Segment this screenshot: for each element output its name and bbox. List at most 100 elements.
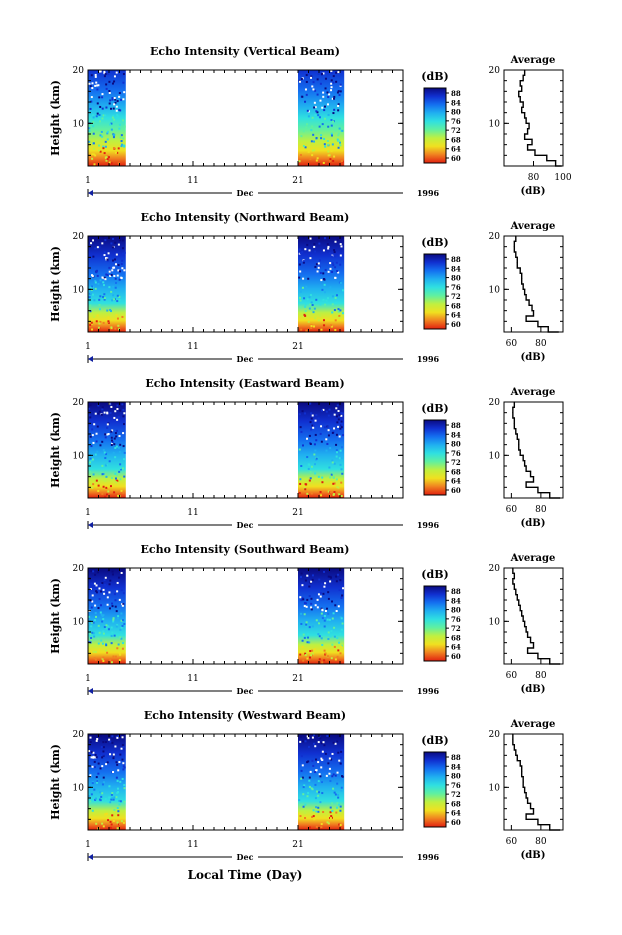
heatmap-speckle [101,620,104,623]
colorbar-tick-label: 72 [451,790,461,799]
heatmap-speckle [111,441,114,444]
heatmap-speckle [326,655,329,658]
heatmap-speckle [306,298,309,301]
heatmap-speckle [105,87,108,90]
heatmap-speckle [99,611,102,614]
heatmap-speckle [104,798,107,801]
heatmap-speckle [309,158,312,161]
heatmap-speckle [332,476,335,479]
heatmap-speckle [333,155,336,158]
heatmap-speckle [115,776,118,779]
heatmap-speckle [106,423,109,426]
heatmap-speckle [109,123,112,126]
heatmap-speckle [98,144,101,147]
heatmap-speckle [92,121,95,124]
heatmap-speckle [329,286,332,289]
heatmap-speckle [92,618,95,621]
average-point [519,80,521,82]
heatmap-speckle [107,752,110,755]
heatmap-speckle [321,617,324,620]
heatmap-speckle [97,490,100,493]
heatmap-speckle [106,309,109,312]
heatmap-speckle [98,631,101,634]
heatmap-speckle [101,117,104,120]
heatmap-speckle [115,474,118,477]
heatmap-speckle [113,133,116,136]
heatmap-speckle [331,295,334,298]
heatmap-speckle [332,81,335,84]
heatmap-speckle [115,281,118,284]
heatmap-speckle [317,810,320,813]
heatmap-speckle [311,303,314,306]
heatmap-speckle [323,619,326,622]
heatmap-speckle [101,492,104,495]
heatmap-speckle [90,793,93,796]
heatmap-speckle [332,741,335,744]
heatmap-speckle [95,115,98,118]
heatmap-speckle [322,249,325,252]
heatmap-speckle [299,482,302,485]
heatmap-speckle [104,464,107,467]
heatmap-speckle [116,418,119,421]
heatmap-speckle [113,796,116,799]
average-profile-line [512,734,561,831]
heatmap-speckle [117,263,120,266]
heatmap-speckle [321,106,324,109]
heatmap-speckle [106,132,109,135]
heatmap-speckle [123,451,126,454]
x-tick-label: 21 [292,674,303,684]
average-point [518,599,520,601]
heatmap-speckle [92,621,95,624]
heatmap-speckle [329,779,332,782]
heatmap-speckle [98,322,101,325]
heatmap-speckle [120,747,123,750]
heatmap-speckle [337,796,340,799]
heatmap-speckle [121,603,124,606]
plot-frame [87,69,404,167]
heatmap-speckle [121,743,124,746]
heatmap-speckle [302,805,305,808]
heatmap-speckle [332,159,335,162]
heatmap-speckle [317,791,320,794]
heatmap-speckle [88,461,91,464]
heatmap-speckle [329,635,332,638]
heatmap-speckle [320,440,323,443]
heatmap-speckle [337,134,340,137]
average-point [546,154,548,156]
heatmap-speckle [320,823,323,826]
heatmap-speckle [342,434,345,437]
heatmap-speckle [310,654,313,657]
heatmap-speckle [335,610,338,613]
heatmap-speckle [110,793,113,796]
heatmap-speckle [120,145,123,148]
heatmap-speckle [310,606,313,609]
heatmap-speckle [95,320,98,323]
average-point [527,128,529,130]
average-frame [503,401,564,499]
heatmap-speckle [111,573,114,576]
colorbar-tick-label: 72 [451,624,461,633]
heatmap-speckle [339,824,342,827]
heatmap-speckle [95,756,98,759]
heatmap-speckle [98,96,101,99]
heatmap-speckle [331,97,334,100]
average-point [512,578,514,580]
plot-frame [87,235,404,333]
heatmap-speckle [89,800,92,803]
heatmap-speckle [321,609,324,612]
heatmap-speckle [327,154,330,157]
heatmap-speckle [96,738,99,741]
heatmap-speckle [115,71,118,74]
heatmap-speckle [123,251,126,254]
heatmap-speckle [103,479,106,482]
heatmap-speckle [331,459,334,462]
heatmap-speckle [311,308,314,311]
heatmap-speckle [335,806,338,809]
heatmap-speckle [329,267,332,270]
heatmap-speckle [341,312,344,315]
average-point [515,235,517,237]
heatmap-speckle [123,787,126,790]
heatmap-speckle [103,293,106,296]
average-x-tick-label: 80 [535,339,547,349]
heatmap-speckle [308,626,311,629]
